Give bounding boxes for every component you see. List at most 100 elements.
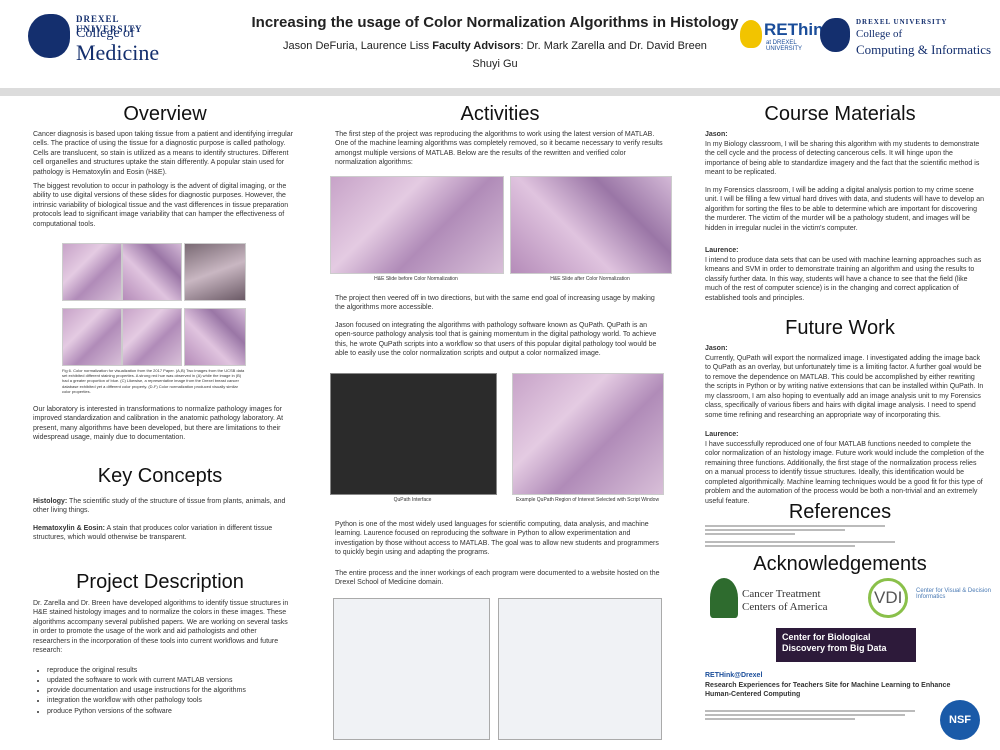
logo-university: DREXEL UNIVERSITY	[76, 14, 143, 34]
cbd-text: Center for Biological Discovery from Big…	[782, 632, 887, 653]
header-divider	[0, 88, 1000, 96]
reference-line	[705, 545, 855, 547]
reference-line	[705, 541, 895, 543]
qupath-roi-screenshot	[512, 373, 664, 495]
references-list	[705, 523, 905, 553]
histology-term: Histology:	[33, 498, 68, 505]
logo-college: College of	[856, 28, 903, 40]
figure-panel-e	[122, 308, 182, 366]
reference-line	[705, 525, 885, 527]
caption-qupath: QuPath Interface	[393, 497, 432, 503]
ctca-line1: Cancer Treatment	[742, 588, 821, 600]
he-definition: Hematoxylin & Eosin: A stain that produc…	[33, 524, 295, 543]
reference-line	[705, 529, 845, 531]
colorsegment-instructions-webpage	[498, 598, 662, 740]
future-jason-p1: Currently, QuPath will export the normal…	[705, 355, 984, 419]
overview-p2: The biggest revolution to occur in patho…	[33, 183, 289, 228]
activities-p3: Jason focused on integrating the algorit…	[335, 322, 657, 358]
overview-heading: Overview	[123, 103, 207, 125]
rethink-name: RETHink@Drexel	[705, 671, 965, 680]
figure-panel-b	[122, 243, 182, 301]
future-jason-label: Jason:	[705, 345, 728, 352]
course-jason-p2: In my Forensics classroom, I will be add…	[705, 187, 984, 232]
advisor-names: : Dr. Mark Zarella and Dr. David Breen	[520, 40, 707, 52]
ctca-line2: Centers of America	[742, 601, 828, 613]
course-jason: Jason:	[705, 130, 985, 139]
activities-p2: The project then veered off in two direc…	[335, 295, 655, 312]
author-names: Jason DeFuria, Laurence Liss	[283, 40, 433, 52]
caption-roi: Example QuPath Region of Interest Select…	[515, 497, 660, 503]
logo-college: College of	[76, 26, 135, 41]
cbd-logo: Center for Biological Discovery from Big…	[776, 628, 916, 662]
course-materials-heading: Course Materials	[764, 103, 916, 125]
course-laurence: Laurence:	[705, 246, 985, 255]
figure-panel-c	[184, 243, 246, 301]
poster-header: DREXEL UNIVERSITY College of Medicine In…	[0, 0, 1000, 92]
histology-def: The scientific study of the structure of…	[33, 498, 286, 515]
nsf-disclaimer	[705, 708, 925, 722]
advisors-label: Faculty Advisors	[432, 40, 521, 52]
course-laurence-p1: I intend to produce data sets that can b…	[705, 257, 982, 302]
future-laurence: Laurence:	[705, 430, 985, 439]
activities-p4: Python is one of the most widely used la…	[335, 521, 659, 557]
vdi-letters: VDI	[874, 588, 903, 607]
logo-university: DREXEL UNIVERSITY	[856, 18, 948, 26]
activities-p5: The entire process and the inner working…	[335, 570, 660, 587]
course-jason-label: Jason:	[705, 131, 728, 138]
list-item: produce Python versions of the software	[47, 707, 309, 717]
rethink-sub: at DREXEL UNIVERSITY	[766, 40, 803, 52]
future-work-heading: Future Work	[785, 317, 895, 339]
future-laurence-p1: I have successfully reproduced one of fo…	[705, 441, 984, 505]
activities-p1: The first step of the project was reprod…	[335, 131, 663, 167]
future-jason: Jason:	[705, 344, 985, 353]
overview-p3: Our laboratory is interested in transfor…	[33, 406, 284, 442]
ctca-logo: Cancer Treatment Centers of America	[710, 578, 850, 622]
rethink-desc: Research Experiences for Teachers Site f…	[705, 682, 951, 699]
rethink-word: REThink	[764, 20, 833, 39]
lightbulb-icon	[740, 20, 762, 48]
overview-p1: Cancer diagnosis is based upon taking ti…	[33, 131, 293, 176]
caption-after: H&E Slide after Color Normalization	[550, 276, 630, 282]
course-laurence-label: Laurence:	[705, 247, 739, 254]
references-heading: References	[788, 501, 892, 523]
activities-heading: Activities	[460, 103, 540, 125]
disclaimer-line	[705, 710, 915, 712]
list-item: integration the workflow with other path…	[47, 696, 309, 706]
list-item: reproduce the original results	[47, 666, 309, 676]
qupath-interface-screenshot	[330, 373, 497, 495]
histology-definition: Histology: The scientific study of the s…	[33, 497, 295, 516]
list-item: updated the software to work with curren…	[47, 676, 309, 686]
he-slide-after-image	[510, 176, 672, 274]
poster-title: Increasing the usage of Color Normalizat…	[251, 14, 739, 31]
figure-panel-f	[184, 308, 246, 366]
rethink-name-text: RETHink@Drexel	[705, 672, 763, 679]
figure-caption: Fig 6. Color normalization for visualiza…	[62, 368, 245, 394]
future-laurence-label: Laurence:	[705, 431, 739, 438]
project-description-heading: Project Description	[76, 571, 244, 593]
project-description-p1: Dr. Zarella and Dr. Breen have developed…	[33, 600, 289, 655]
drexel-cci-logo: DREXEL UNIVERSITY College of Computing &…	[820, 12, 995, 62]
dragon-icon	[28, 14, 70, 58]
vdi-logo: VDI Center for Visual & Decision Informa…	[868, 578, 993, 622]
he-term: Hematoxylin & Eosin:	[33, 525, 105, 532]
figure-panel-d	[62, 308, 122, 366]
disclaimer-line	[705, 718, 855, 720]
circle-icon	[868, 578, 908, 618]
usage-instructions-webpage	[333, 598, 490, 740]
course-jason-p1: In my Biology classroom, I will be shari…	[705, 141, 980, 177]
dragon-icon	[820, 18, 850, 52]
drexel-medicine-logo: DREXEL UNIVERSITY College of Medicine	[28, 10, 188, 65]
poster-authors: Jason DeFuria, Laurence Liss Faculty Adv…	[190, 40, 800, 52]
disclaimer-line	[705, 714, 905, 716]
rethink-logo: REThink at DREXEL UNIVERSITY	[740, 18, 833, 52]
reference-line	[705, 533, 795, 535]
logo-medicine: Medicine	[76, 40, 160, 65]
tree-icon	[710, 578, 738, 618]
he-def: A stain that produces color variation in…	[33, 525, 273, 542]
caption-before: H&E Slide before Color Normalization	[374, 276, 458, 282]
key-concepts-heading: Key Concepts	[97, 465, 223, 487]
poster-extra-author: Shuyi Gu	[472, 58, 518, 70]
he-slide-before-image	[330, 176, 504, 274]
figure-panel-a	[62, 243, 122, 301]
nsf-logo: NSF	[940, 700, 980, 740]
